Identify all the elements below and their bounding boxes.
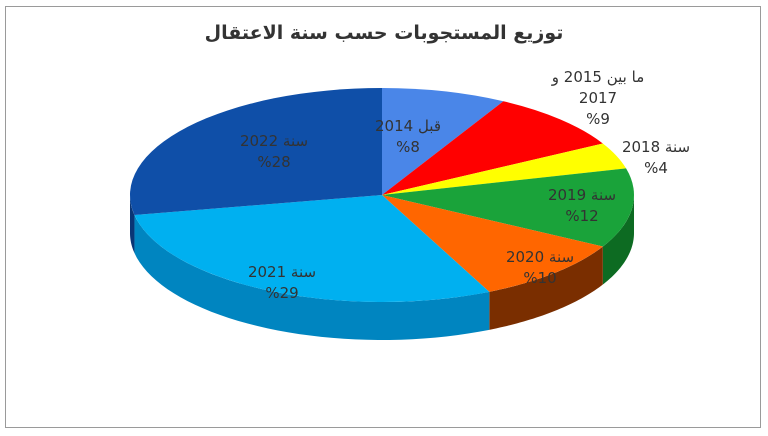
pie-slice-1 — [382, 101, 603, 195]
slice-label-4: سنة 2020 %10 — [506, 248, 574, 287]
pie-side-3 — [602, 195, 634, 285]
pie-side-5 — [134, 215, 490, 340]
pie-side-4 — [489, 246, 603, 330]
chart-title: توزيع المستجوبات حسب سنة الاعتقال — [204, 22, 564, 44]
pie-slice-2 — [382, 143, 627, 195]
pie-slice-0 — [382, 88, 504, 195]
pie-tops — [129, 88, 634, 303]
pie-side-6 — [130, 195, 135, 254]
slice-label-6: سنة 2022 %28 — [240, 132, 308, 171]
pie-slice-4 — [382, 195, 603, 292]
slice-label-3: سنة 2019 %12 — [548, 186, 616, 225]
slice-label-2: سنة 2018 %4 — [622, 138, 690, 177]
slice-label-1: ما بين 2015 و 2017 %9 — [551, 68, 644, 128]
slice-label-5: سنة 2021 %29 — [248, 263, 316, 302]
pie-slice-5 — [134, 195, 490, 303]
pie-slice-6 — [129, 88, 382, 216]
pie-sides — [130, 195, 634, 340]
pie-slice-3 — [382, 168, 634, 247]
slice-label-0: قبل 2014 %8 — [375, 117, 441, 156]
